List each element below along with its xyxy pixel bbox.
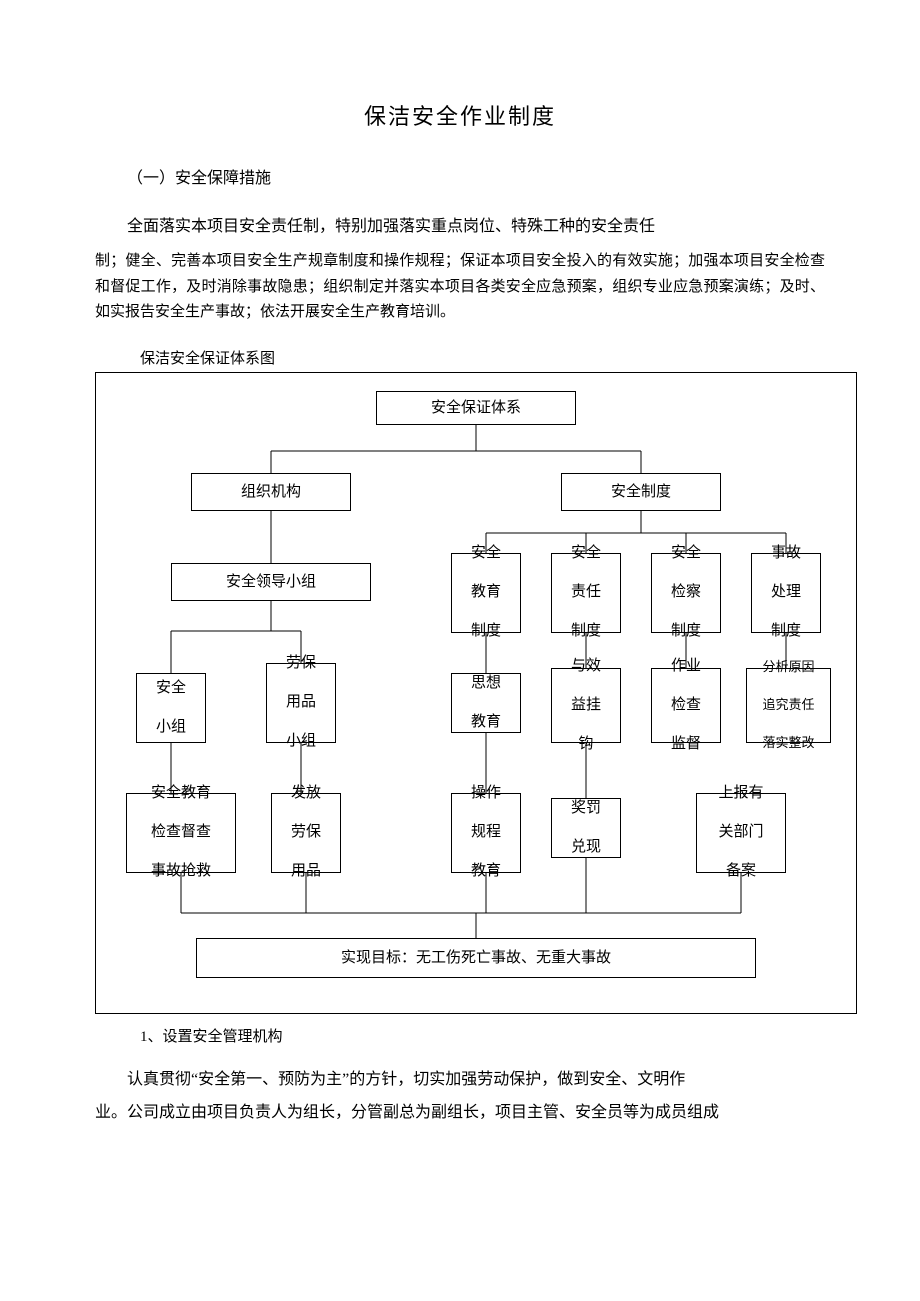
node-edu-check: 安全教育检查督查事故抢救: [126, 793, 236, 873]
node-link: 与效益挂钩: [551, 668, 621, 743]
node-report: 上报有关部门备案: [696, 793, 786, 873]
node-edu: 安全教育制度: [451, 553, 521, 633]
node-issue: 发放劳保用品: [271, 793, 341, 873]
node-ppe: 劳保用品小组: [266, 663, 336, 743]
node-reward: 奖罚兑现: [551, 798, 621, 858]
node-lead: 安全领导小组: [171, 563, 371, 601]
lead-paragraph: 全面落实本项目安全责任制，特别加强落实重点岗位、特殊工种的安全责任: [95, 215, 825, 239]
node-anal: 分析原因追究责任落实整改: [746, 668, 831, 743]
node-sys: 安全制度: [561, 473, 721, 511]
numbered-heading-1: 1、设置安全管理机构: [95, 1026, 825, 1049]
section-heading: （一）安全保障措施: [95, 167, 825, 191]
body-line-2: 业。公司成立由项目负责人为组长，分管副总为副组长，项目主管、安全员等为成员组成: [95, 1096, 825, 1130]
node-insp: 安全检察制度: [651, 553, 721, 633]
node-goal: 实现目标：无工伤死亡事故、无重大事故: [196, 938, 756, 978]
node-root: 安全保证体系: [376, 391, 576, 425]
document-page: 保洁安全作业制度 （一）安全保障措施 全面落实本项目安全责任制，特别加强落实重点…: [0, 0, 920, 1190]
node-think: 思想教育: [451, 673, 521, 733]
node-resp: 安全责任制度: [551, 553, 621, 633]
node-org: 组织机构: [191, 473, 351, 511]
node-acc: 事故处理制度: [751, 553, 821, 633]
node-team: 安全小组: [136, 673, 206, 743]
page-title: 保洁安全作业制度: [95, 100, 825, 133]
org-chart: 安全保证体系 组织机构 安全制度 安全领导小组 安全教育制度 安全责任制度 安全…: [95, 372, 857, 1014]
chart-caption: 保洁安全保证体系图: [95, 348, 825, 371]
node-op: 操作规程教育: [451, 793, 521, 873]
body-line-1: 认真贯彻“安全第一、预防为主”的方针，切实加强劳动保护，做到安全、文明作: [95, 1063, 825, 1097]
node-work: 作业检查监督: [651, 668, 721, 743]
paragraph-1: 制；健全、完善本项目安全生产规章制度和操作规程；保证本项目安全投入的有效实施；加…: [95, 249, 825, 326]
